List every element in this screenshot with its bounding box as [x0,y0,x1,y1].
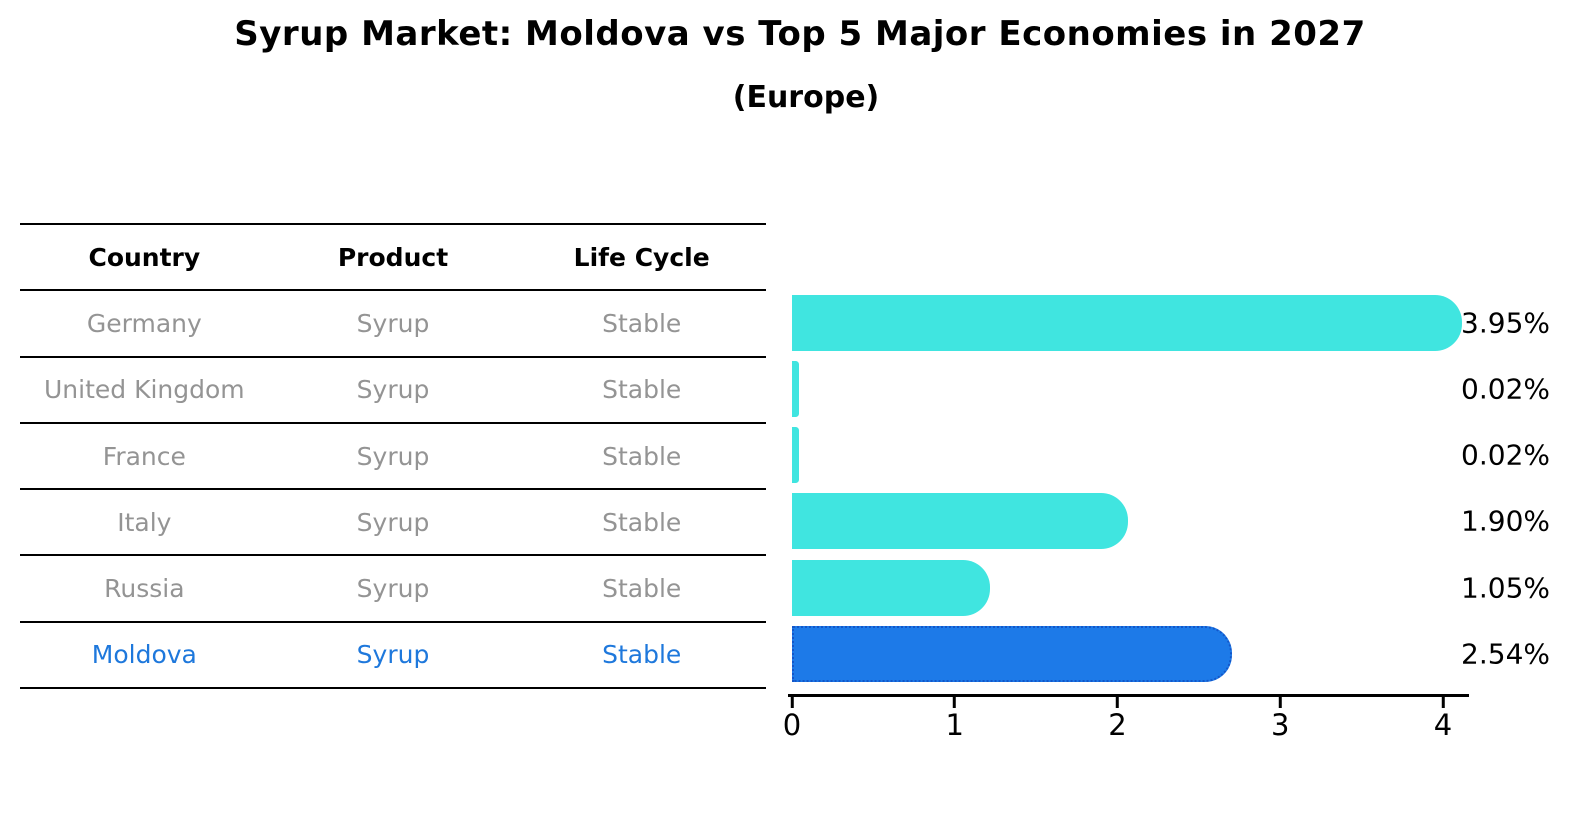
column-header-product: Product [337,242,449,272]
bar-germany [792,294,1462,351]
bar-moldova-highlighted [792,626,1233,682]
bar-france [792,427,799,484]
cell-country: Germany [86,308,202,338]
bar-italy [792,493,1129,550]
bar-row-germany: 3.95% [792,294,1586,351]
bar-value-united-kingdom: 0.02% [1461,372,1550,406]
cell-life-cycle: Stable [602,441,682,471]
table-row-russia: Russia Syrup Stable [20,554,766,620]
cell-life-cycle: Stable [602,308,682,338]
cell-product: Syrup [356,507,430,537]
tick-label: 1 [945,708,964,742]
cell-product: Syrup [356,640,430,670]
cell-product: Syrup [356,441,430,471]
tick-mark [1441,697,1445,708]
table-row-france: France Syrup Stable [20,421,766,488]
cell-product: Syrup [356,375,430,405]
table-row-united-kingdom: United Kingdom Syrup Stable [20,355,766,422]
cell-life-cycle: Stable [602,507,682,537]
bar-row-russia: 1.05% [792,559,1586,616]
x-axis-tick-4: 4 [1434,697,1452,740]
table-row-italy: Italy Syrup Stable [20,488,766,554]
bar-value-germany: 3.95% [1461,306,1550,339]
cell-country: Russia [104,574,185,604]
column-header-life-cycle: Life Cycle [573,242,710,272]
cell-life-cycle: Stable [602,574,682,604]
bar-value-moldova: 2.54% [1461,637,1550,671]
tick-label: 2 [1108,708,1127,742]
tick-label: 0 [782,708,802,742]
bar-row-united-kingdom: 0.02% [792,360,1586,417]
cell-life-cycle: Stable [602,640,682,670]
cell-country: Moldova [91,640,197,670]
bar-russia [792,559,990,616]
column-header-country: Country [88,242,201,272]
x-axis-tick-2: 2 [1108,697,1127,742]
cell-life-cycle: Stable [602,375,682,405]
x-axis-tick-1: 1 [946,697,964,740]
bar-value-france: 0.02% [1461,438,1550,472]
tick-mark [790,697,794,708]
bar-row-moldova: 2.54% [792,626,1586,682]
tick-mark [1278,697,1282,708]
tick-label: 3 [1271,708,1290,742]
table-row-germany: Germany Syrup Stable [20,289,766,355]
x-axis-tick-3: 3 [1271,697,1289,740]
cell-country: United Kingdom [44,375,245,405]
tick-label: 4 [1433,708,1453,742]
tick-mark [953,697,957,708]
x-axis-line [788,694,1469,697]
cell-country: Italy [117,507,172,537]
bar-value-italy: 1.90% [1461,504,1550,538]
country-table: Country Product Life Cycle Germany Syrup… [20,223,766,690]
bar-row-italy: 1.90% [792,493,1586,550]
cell-product: Syrup [356,308,430,338]
bar-united-kingdom [792,360,799,417]
table-row-moldova: Moldova Syrup Stable [20,620,766,687]
table-header-row: Country Product Life Cycle [20,223,766,289]
chart-title: Syrup Market: Moldova vs Top 5 Major Eco… [234,14,1366,54]
tick-mark [1115,697,1119,708]
x-axis-tick-0: 0 [783,697,801,740]
cell-product: Syrup [356,574,430,604]
bar-row-france: 0.02% [792,427,1586,484]
chart-subtitle: (Europe) [732,80,880,115]
bar-value-russia: 1.05% [1461,571,1550,605]
cell-country: France [102,441,186,471]
